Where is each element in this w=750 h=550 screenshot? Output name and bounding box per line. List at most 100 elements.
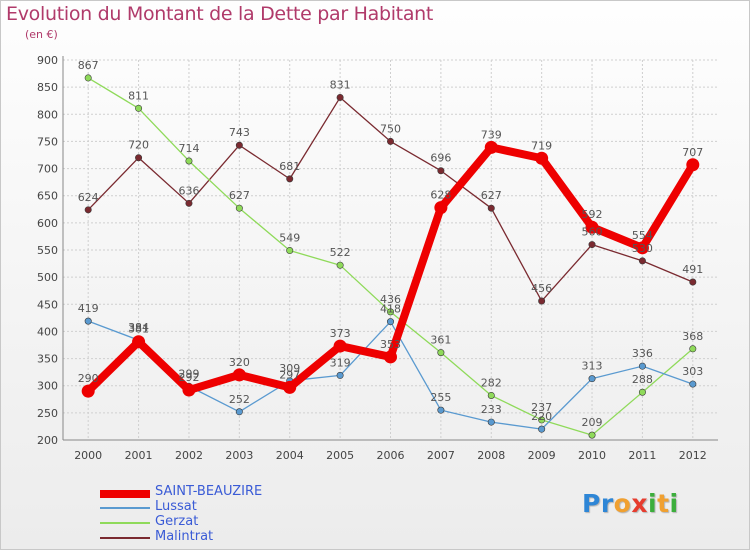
- legend-swatch-gerzat: [100, 522, 150, 524]
- data-label-malintrat-2002: 636: [178, 184, 199, 197]
- data-point-malintrat-2012: [689, 278, 697, 286]
- data-label-gerzat-2007: 361: [430, 334, 451, 347]
- x-tick-label-2011: 2011: [628, 449, 656, 462]
- data-point-malintrat-2005: [336, 93, 344, 101]
- data-point-gerzat-2009: [538, 416, 546, 424]
- data-label-gerzat-2003: 627: [229, 189, 250, 202]
- legend-label-malintrat: Malintrat: [155, 529, 214, 544]
- data-label-saint-beauzire-2003: 320: [229, 356, 250, 369]
- data-label-gerzat-2001: 811: [128, 89, 149, 102]
- data-point-gerzat-2011: [638, 388, 646, 396]
- data-point-lussat-2007: [437, 406, 445, 414]
- data-label-malintrat-2001: 720: [128, 139, 149, 152]
- data-label-malintrat-2007: 696: [430, 152, 451, 165]
- data-point-gerzat-2008: [487, 391, 495, 399]
- logo-letter: x: [631, 489, 648, 518]
- data-label-saint-beauzire-2012: 707: [682, 146, 703, 159]
- data-label-malintrat-2010: 560: [582, 226, 603, 239]
- y-tick-label-900: 900: [37, 54, 58, 67]
- data-label-malintrat-2000: 624: [78, 191, 99, 204]
- data-point-malintrat-2010: [588, 241, 596, 249]
- data-label-lussat-2004: 309: [279, 362, 300, 375]
- legend-label-lussat: Lussat: [155, 499, 197, 514]
- data-point-lussat-2005: [336, 371, 344, 379]
- data-label-lussat-2009: 220: [531, 410, 552, 423]
- data-point-saint-beauzire-2004: [283, 380, 297, 394]
- x-tick-label-2000: 2000: [74, 449, 102, 462]
- data-label-gerzat-2005: 522: [330, 246, 351, 259]
- x-tick-label-2009: 2009: [528, 449, 556, 462]
- legend-label-saint-beauzire: SAINT-BEAUZIRE: [155, 484, 263, 499]
- data-label-gerzat-2009: 237: [531, 401, 552, 414]
- y-tick-label-550: 550: [37, 244, 58, 257]
- y-tick-label-600: 600: [37, 217, 58, 230]
- y-tick-label-800: 800: [37, 108, 58, 121]
- y-tick-label-400: 400: [37, 325, 58, 338]
- data-point-malintrat-2006: [386, 137, 394, 145]
- data-point-gerzat-2002: [185, 157, 193, 165]
- data-label-lussat-2011: 336: [632, 347, 653, 360]
- grid-layer: [63, 59, 718, 441]
- chart-title: Evolution du Montant de la Dette par Hab…: [6, 3, 434, 25]
- data-point-malintrat-2004: [286, 175, 294, 183]
- data-point-gerzat-2007: [437, 349, 445, 357]
- data-label-lussat-2007: 255: [430, 391, 451, 404]
- data-point-malintrat-2000: [84, 206, 92, 214]
- data-label-layer: 624 720 636 743 681 831 750 696 627 456 560 530 491 8…: [78, 59, 704, 429]
- y-tick-label-650: 650: [37, 190, 58, 203]
- data-point-malintrat-2009: [538, 297, 546, 305]
- data-point-saint-beauzire-2008: [484, 140, 498, 154]
- data-label-malintrat-2005: 831: [330, 78, 351, 91]
- data-label-malintrat-2012: 491: [682, 263, 703, 276]
- data-label-malintrat-2011: 530: [632, 242, 653, 255]
- data-label-saint-beauzire-2005: 373: [330, 327, 351, 340]
- y-tick-label-750: 750: [37, 135, 58, 148]
- data-label-gerzat-2011: 288: [632, 373, 653, 386]
- logo-letter: o: [613, 489, 632, 518]
- y-tick-label-450: 450: [37, 298, 58, 311]
- data-label-lussat-2010: 313: [582, 360, 603, 373]
- data-label-lussat-2008: 233: [481, 403, 502, 416]
- data-label-lussat-2001: 384: [128, 321, 149, 334]
- y-tick-label-850: 850: [37, 81, 58, 94]
- data-point-lussat-2012: [689, 380, 697, 388]
- data-label-lussat-2005: 319: [330, 356, 351, 369]
- data-point-gerzat-2006: [386, 308, 394, 316]
- legend-label-gerzat: Gerzat: [155, 514, 199, 529]
- data-label-saint-beauzire-2000: 290: [78, 372, 99, 385]
- data-point-gerzat-2010: [588, 431, 596, 439]
- data-point-saint-beauzire-2011: [635, 241, 649, 255]
- logo-letter: P: [582, 489, 601, 518]
- logo-letter: i: [648, 489, 658, 518]
- data-point-gerzat-2012: [689, 345, 697, 353]
- x-tick-label-2012: 2012: [679, 449, 707, 462]
- data-point-lussat-2006: [386, 318, 394, 326]
- logo-letter: t: [657, 489, 670, 518]
- data-label-malintrat-2006: 750: [380, 122, 401, 135]
- x-tick-label-2010: 2010: [578, 449, 606, 462]
- data-point-malintrat-2007: [437, 167, 445, 175]
- data-point-malintrat-2001: [135, 154, 143, 162]
- y-tick-label-250: 250: [37, 407, 58, 420]
- data-point-lussat-2000: [84, 317, 92, 325]
- legend-swatch-saint-beauzire: [100, 490, 150, 498]
- data-label-malintrat-2009: 456: [531, 282, 552, 295]
- legend-swatch-lussat: [100, 507, 150, 509]
- data-point-saint-beauzire-2000: [81, 384, 95, 398]
- x-tick-label-2002: 2002: [175, 449, 203, 462]
- y-tick-label-350: 350: [37, 353, 58, 366]
- data-point-lussat-2008: [487, 418, 495, 426]
- data-point-saint-beauzire-2007: [434, 201, 448, 215]
- x-tick-label-2001: 2001: [125, 449, 153, 462]
- data-label-saint-beauzire-2010: 592: [582, 208, 603, 221]
- data-point-malintrat-2008: [487, 204, 495, 212]
- data-label-gerzat-2000: 867: [78, 59, 99, 72]
- data-point-lussat-2003: [235, 408, 243, 416]
- axis-layer: 200 250 300 350 400 450 500 550 600 650 700 750 800 8…: [37, 54, 718, 462]
- x-tick-label-2007: 2007: [427, 449, 455, 462]
- data-label-lussat-2002: 299: [178, 367, 199, 380]
- data-point-saint-beauzire-2003: [232, 368, 246, 382]
- legend-swatch-malintrat: [100, 537, 150, 539]
- data-label-saint-beauzire-2009: 719: [531, 139, 552, 152]
